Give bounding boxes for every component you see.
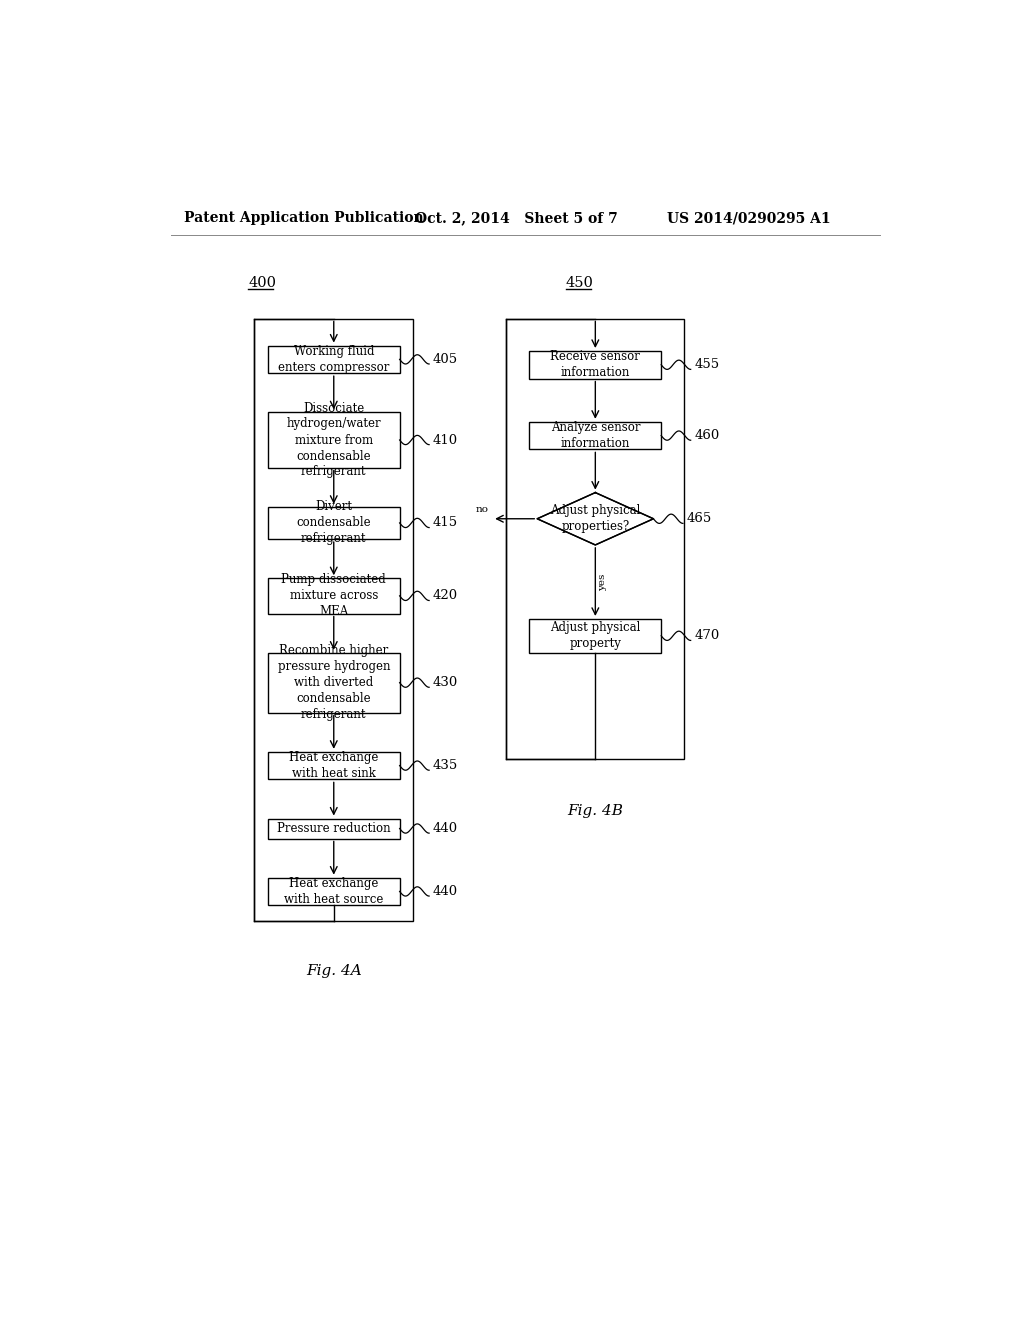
Text: 405: 405	[433, 352, 458, 366]
Bar	[268, 878, 399, 906]
Bar	[268, 346, 399, 374]
Text: Analyze sensor
information: Analyze sensor information	[551, 421, 640, 450]
Bar	[529, 422, 662, 449]
Text: 410: 410	[433, 433, 458, 446]
Text: 440: 440	[433, 884, 458, 898]
Bar	[268, 752, 399, 780]
Bar	[529, 351, 662, 379]
Bar	[268, 652, 399, 713]
Bar	[268, 818, 399, 838]
Text: 430: 430	[433, 676, 458, 689]
Text: Oct. 2, 2014   Sheet 5 of 7: Oct. 2, 2014 Sheet 5 of 7	[415, 211, 617, 226]
Text: Fig. 4B: Fig. 4B	[567, 804, 624, 818]
Text: Divert
condensable
refrigerant: Divert condensable refrigerant	[297, 500, 371, 545]
Text: Adjust physical
properties?: Adjust physical properties?	[550, 504, 641, 533]
Text: Adjust physical
property: Adjust physical property	[550, 622, 641, 651]
Text: 420: 420	[433, 589, 458, 602]
Text: 415: 415	[433, 516, 458, 529]
Text: Dissociate
hydrogen/water
mixture from
condensable
refrigerant: Dissociate hydrogen/water mixture from c…	[287, 401, 381, 479]
Text: Recombine higher
pressure hydrogen
with diverted
condensable
refrigerant: Recombine higher pressure hydrogen with …	[278, 644, 390, 721]
Polygon shape	[538, 492, 653, 545]
Text: Patent Application Publication: Patent Application Publication	[183, 211, 424, 226]
Text: 460: 460	[694, 429, 720, 442]
Text: no: no	[475, 506, 488, 513]
Text: 450: 450	[566, 276, 594, 290]
Bar	[268, 507, 399, 539]
Text: 470: 470	[694, 630, 720, 643]
Text: Pump dissociated
mixture across
MEA: Pump dissociated mixture across MEA	[282, 573, 386, 618]
Text: Receive sensor
information: Receive sensor information	[550, 350, 640, 379]
Bar	[268, 412, 399, 467]
Text: 435: 435	[433, 759, 458, 772]
Text: Working fluid
enters compressor: Working fluid enters compressor	[279, 345, 389, 374]
Text: Heat exchange
with heat sink: Heat exchange with heat sink	[289, 751, 379, 780]
Text: US 2014/0290295 A1: US 2014/0290295 A1	[667, 211, 830, 226]
Text: Fig. 4A: Fig. 4A	[306, 964, 361, 978]
Bar	[529, 619, 662, 653]
Text: 440: 440	[433, 822, 458, 836]
Text: yes: yes	[598, 573, 607, 590]
Bar	[506, 318, 684, 759]
Text: 465: 465	[687, 512, 712, 525]
Text: Heat exchange
with heat source: Heat exchange with heat source	[284, 876, 383, 906]
Bar	[268, 578, 399, 614]
Text: 400: 400	[248, 276, 276, 290]
Bar	[254, 318, 414, 921]
Text: Pressure reduction: Pressure reduction	[276, 822, 390, 836]
Text: 455: 455	[694, 358, 720, 371]
